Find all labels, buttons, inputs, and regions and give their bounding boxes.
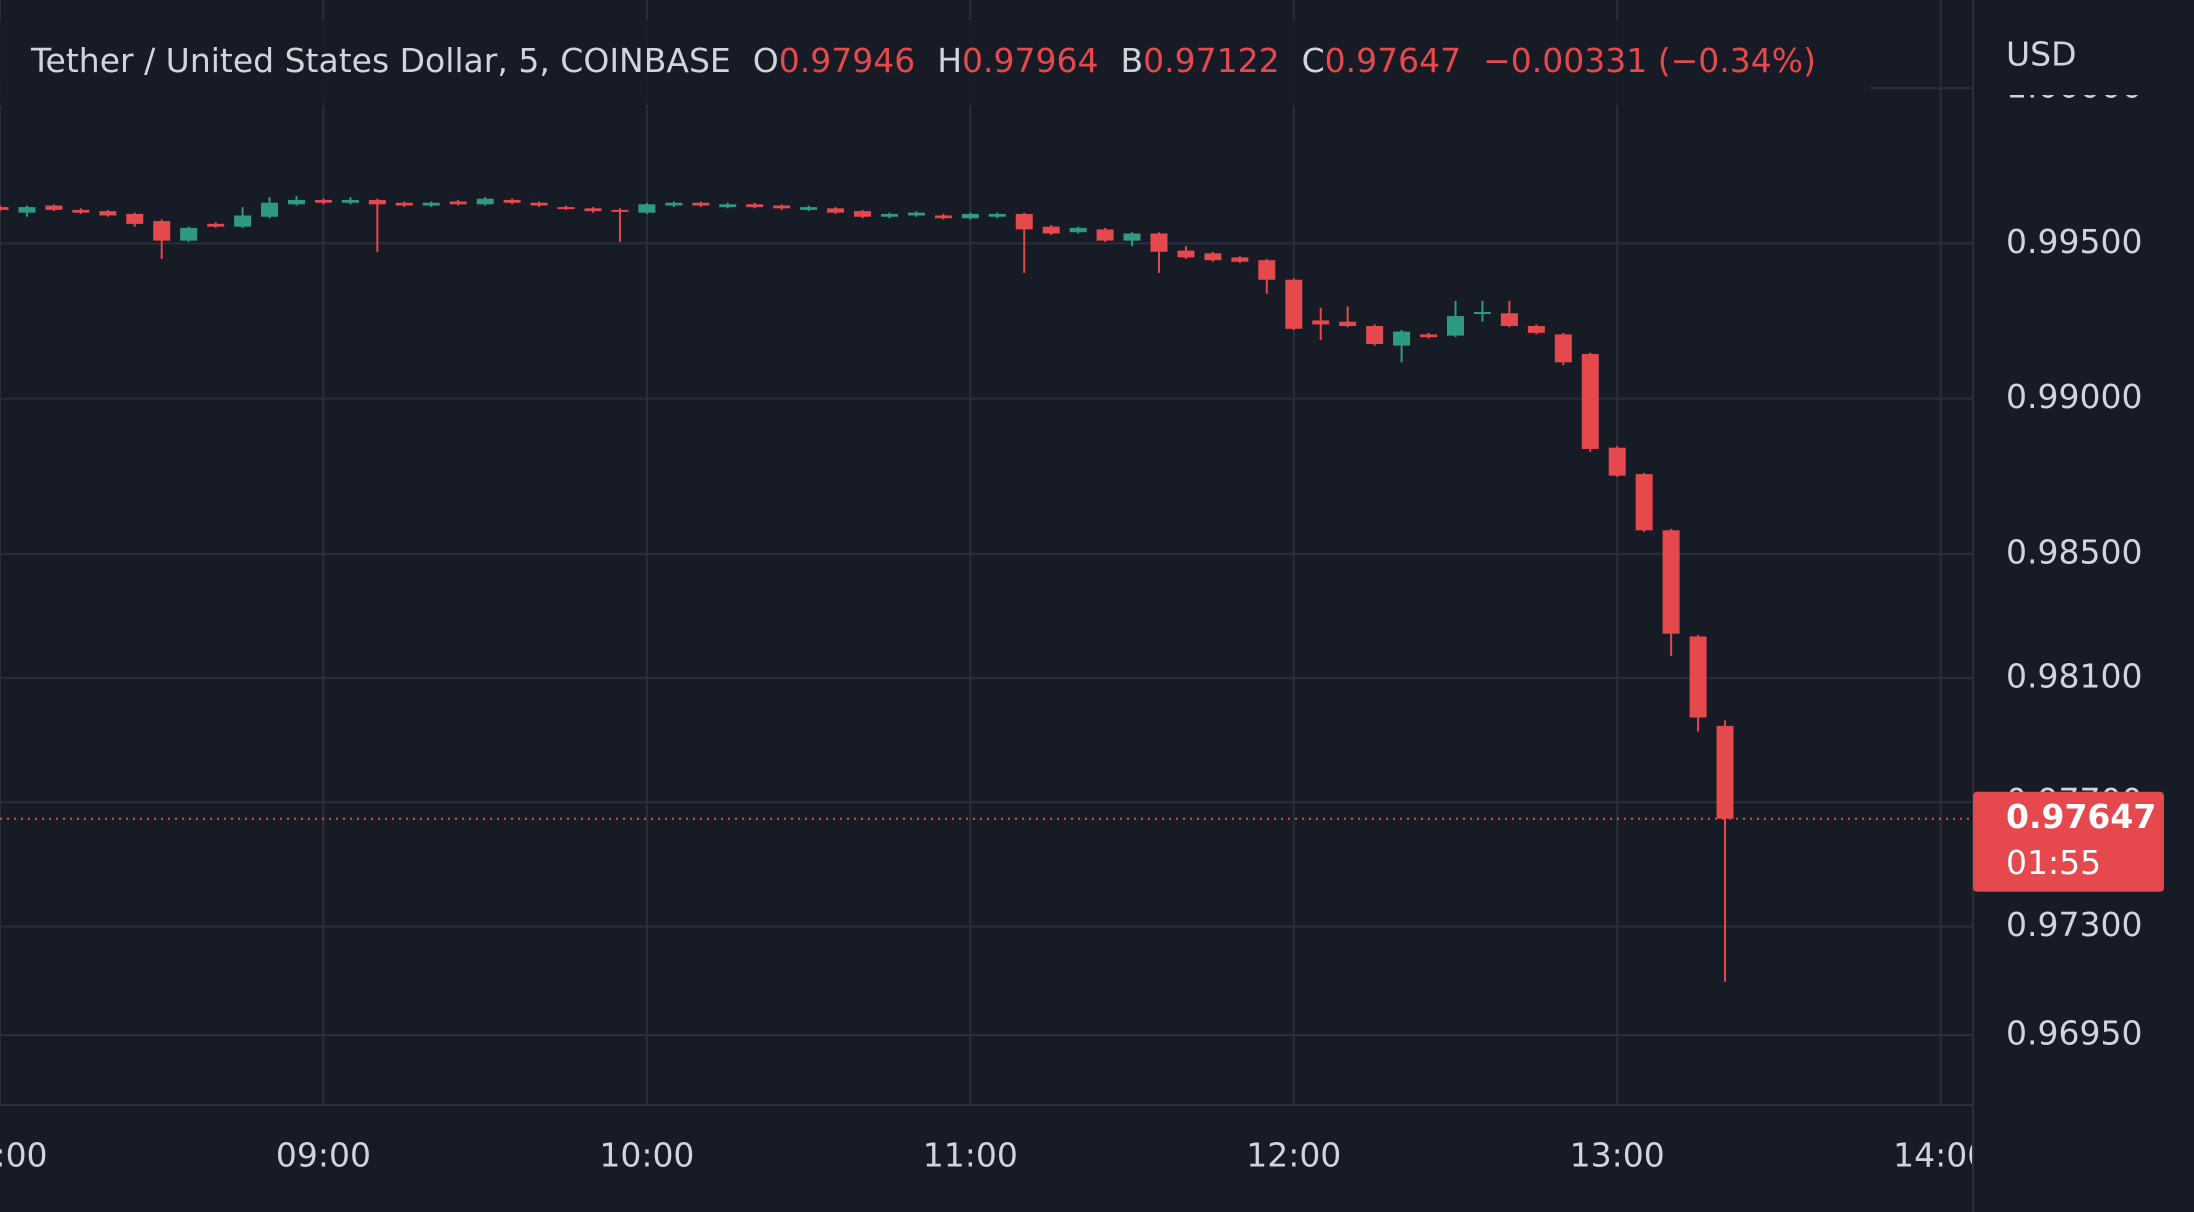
candle-body — [1420, 334, 1438, 338]
chart-legend: Tether / United States Dollar, 5, COINBA… — [30, 41, 1816, 80]
candle-body — [368, 199, 386, 205]
chart-title: Tether / United States Dollar, 5, COINBA… — [30, 41, 731, 80]
candle-body — [234, 215, 252, 227]
y-tick-label: 0.98500 — [2006, 532, 2142, 571]
candle-body — [503, 199, 521, 203]
candle-body — [934, 215, 952, 219]
candle-body — [1123, 233, 1141, 241]
x-tick-label: 14:00 — [1893, 1136, 1988, 1175]
candle-body — [126, 213, 144, 224]
y-tick-label: 0.96950 — [2006, 1014, 2142, 1053]
candle-body — [1608, 447, 1626, 476]
candle-body — [1150, 233, 1168, 252]
candle-body — [395, 202, 413, 206]
candle-body — [476, 198, 494, 205]
candle-body — [422, 202, 440, 206]
candle-body — [45, 205, 63, 210]
candle-body — [341, 199, 359, 203]
candle-body — [1554, 334, 1572, 363]
candle-body — [1042, 226, 1060, 234]
candle-body — [988, 213, 1006, 217]
legend-backdrop — [0, 20, 1870, 105]
candle-body — [1204, 253, 1222, 261]
price-tag-countdown: 01:55 — [2006, 843, 2101, 882]
candle-body — [1366, 326, 1384, 345]
candle-body — [1635, 474, 1653, 531]
price-tag — [1973, 791, 2164, 892]
candle-body — [530, 202, 548, 206]
candle-body — [746, 204, 764, 208]
candle-body — [18, 207, 36, 213]
x-tick-label: 11:00 — [923, 1136, 1018, 1175]
candle-body — [99, 211, 117, 216]
ohlc-label: O — [753, 41, 779, 80]
candle-body — [1581, 353, 1599, 449]
candle-body — [773, 205, 791, 209]
y-tick-label: 0.99000 — [2006, 377, 2142, 416]
ohlc-value: 0.97964 — [962, 41, 1098, 80]
ohlc-value: 0.97647 — [1325, 41, 1461, 80]
candle-body — [638, 204, 656, 213]
currency: USD — [2006, 35, 2077, 74]
x-tick-label: 08:00 — [0, 1136, 48, 1175]
candle-body — [261, 202, 279, 217]
candle-body — [1231, 257, 1249, 262]
candle-body — [1662, 530, 1680, 634]
candle-body — [180, 227, 198, 241]
candle-body — [314, 199, 332, 203]
candle-body — [207, 223, 225, 227]
candle-body — [1015, 213, 1033, 230]
ohlc-label: H — [937, 41, 962, 80]
candle-body — [72, 209, 90, 213]
candle-body — [1285, 279, 1303, 329]
ohlc-value: 0.97122 — [1143, 41, 1279, 80]
candle-body — [1096, 229, 1114, 241]
candle-body — [1473, 312, 1491, 315]
candle-body — [1339, 321, 1357, 327]
y-tick-label: 1.00000 — [2006, 67, 2142, 106]
candle-body — [584, 208, 602, 212]
candle-body — [1716, 725, 1734, 819]
candle-body — [665, 202, 683, 206]
ohlc-label: C — [1302, 41, 1325, 80]
candle-body — [1393, 331, 1411, 346]
x-tick-label: 10:00 — [599, 1136, 694, 1175]
candle-body — [287, 199, 305, 205]
candle-body — [827, 208, 845, 213]
x-tick-label: 13:00 — [1570, 1136, 1665, 1175]
candle-body — [1177, 250, 1195, 258]
candle-body — [1069, 227, 1087, 233]
ohlc-value: 0.97946 — [779, 41, 915, 80]
x-tick-label: 12:00 — [1246, 1136, 1341, 1175]
candle-body — [611, 209, 629, 212]
candle-body — [719, 204, 737, 208]
change: −0.00331 (−0.34%) — [1483, 41, 1816, 80]
candle-body — [854, 211, 872, 217]
candle-body — [880, 213, 898, 217]
candle-body — [800, 207, 818, 210]
y-tick-label: 0.99500 — [2006, 222, 2142, 261]
candle-body — [1527, 326, 1545, 333]
candle-body — [961, 213, 979, 219]
candle-body — [0, 207, 9, 210]
candle-body — [692, 202, 710, 206]
candle-body — [1500, 313, 1518, 327]
candle-body — [153, 221, 171, 241]
ohlc-label: B — [1121, 41, 1144, 80]
x-tick-label: 09:00 — [276, 1136, 371, 1175]
candle-body — [1312, 320, 1330, 325]
candle-body — [449, 201, 467, 205]
candle-body — [557, 207, 575, 210]
y-tick-label: 0.97300 — [2006, 905, 2142, 944]
candle-body — [1689, 636, 1707, 718]
y-tick-label: 0.98100 — [2006, 657, 2142, 696]
candle-body — [907, 212, 925, 216]
price-tag-value: 0.97647 — [2006, 797, 2156, 836]
candle-body — [1446, 316, 1464, 336]
candle-body — [1258, 260, 1276, 280]
